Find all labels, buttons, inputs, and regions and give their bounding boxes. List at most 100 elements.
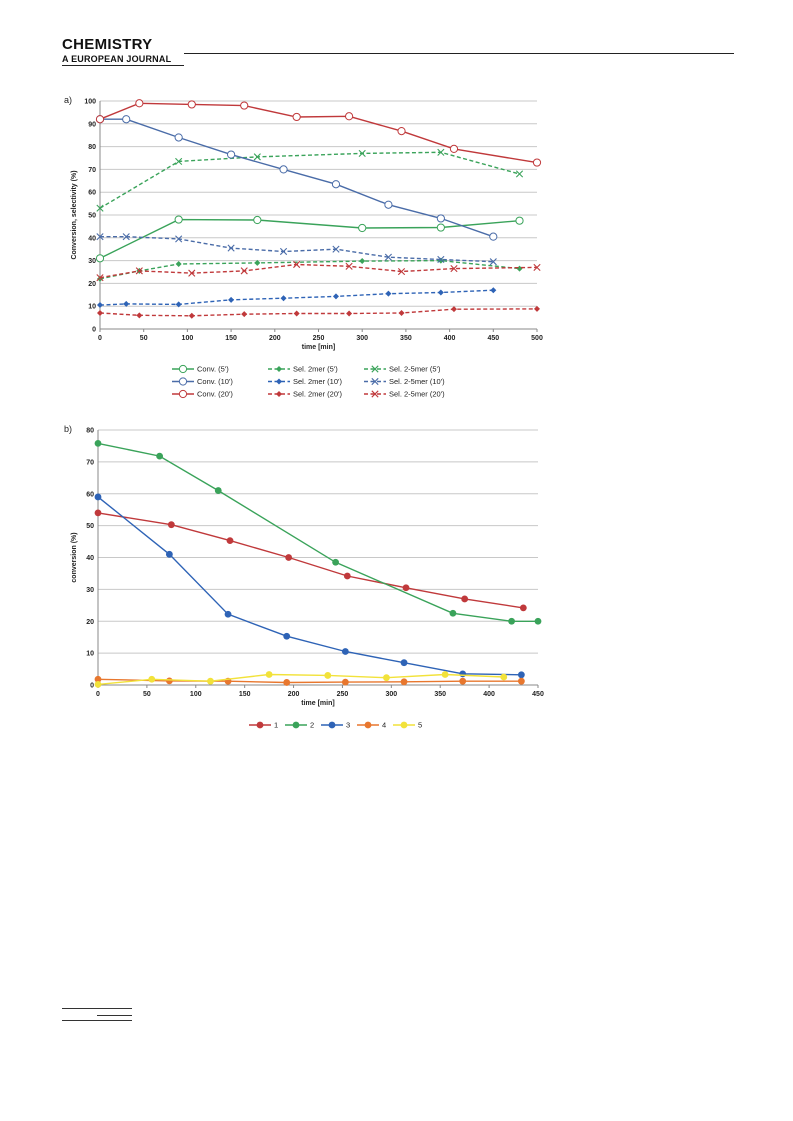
data-point bbox=[459, 677, 467, 685]
legend-label: Sel. 2-5mer (5') bbox=[389, 365, 441, 374]
legend-swatch-marker bbox=[178, 364, 188, 374]
data-point bbox=[398, 310, 405, 317]
x-tick-label: 300 bbox=[356, 335, 368, 342]
header-rule bbox=[184, 53, 734, 54]
data-point bbox=[265, 671, 273, 678]
data-point bbox=[400, 659, 408, 667]
series-line bbox=[97, 512, 524, 609]
data-point bbox=[94, 509, 102, 517]
data-point bbox=[253, 153, 261, 161]
legend-label: 1 bbox=[274, 721, 278, 730]
data-point bbox=[532, 158, 542, 167]
series-conv-5- bbox=[95, 215, 524, 263]
data-point bbox=[332, 245, 340, 253]
series-line bbox=[99, 218, 520, 259]
legend-swatch-marker bbox=[371, 365, 379, 373]
data-point bbox=[437, 289, 444, 296]
legend: Conv. (5') Conv. (10') Conv. (20') Sel. 2me… bbox=[172, 365, 445, 399]
journal-header: CHEMISTRY A EUROPEAN JOURNAL bbox=[62, 36, 734, 70]
data-point bbox=[517, 677, 525, 685]
data-point bbox=[402, 584, 410, 592]
y-tick-label: 10 bbox=[86, 651, 94, 658]
series-line bbox=[97, 678, 522, 684]
journal-subtitle: A EUROPEAN JOURNAL bbox=[62, 54, 172, 64]
data-point bbox=[345, 262, 353, 270]
data-point bbox=[489, 258, 497, 266]
series-line bbox=[99, 151, 520, 209]
x-tick-label: 100 bbox=[182, 335, 194, 342]
y-tick-label: 20 bbox=[86, 619, 94, 626]
x-tick-label: 400 bbox=[444, 335, 456, 342]
legend-swatch-marker bbox=[178, 377, 188, 386]
data-point bbox=[279, 247, 288, 256]
data-point bbox=[94, 439, 102, 447]
data-point bbox=[436, 223, 445, 232]
y-tick-label: 70 bbox=[86, 459, 94, 466]
data-point bbox=[285, 554, 293, 561]
data-point bbox=[519, 604, 527, 612]
legend: 1 2 3 4 5 bbox=[249, 721, 422, 730]
y-tick-label: 40 bbox=[86, 555, 94, 562]
footnote-rules bbox=[62, 1008, 132, 1021]
data-point bbox=[165, 677, 173, 685]
legend-label: 3 bbox=[346, 721, 350, 730]
x-tick-label: 0 bbox=[96, 691, 100, 698]
data-point bbox=[94, 675, 102, 683]
x-tick-label: 0 bbox=[98, 335, 102, 342]
data-point bbox=[292, 112, 301, 122]
data-point bbox=[397, 126, 406, 136]
x-tick-label: 100 bbox=[190, 691, 202, 698]
data-point bbox=[187, 100, 196, 109]
x-tick-label: 500 bbox=[531, 335, 543, 342]
data-point bbox=[136, 312, 143, 319]
series-line bbox=[97, 673, 504, 686]
data-point bbox=[94, 680, 102, 688]
data-point bbox=[96, 204, 104, 212]
data-point bbox=[385, 290, 392, 297]
series-1 bbox=[94, 509, 527, 612]
data-point bbox=[240, 267, 248, 275]
data-point bbox=[148, 675, 156, 683]
data-point bbox=[461, 595, 469, 603]
x-tick-label: 50 bbox=[140, 335, 148, 342]
data-point bbox=[227, 150, 236, 159]
y-tick-label: 10 bbox=[88, 304, 96, 311]
data-point bbox=[224, 610, 232, 618]
data-point bbox=[450, 264, 458, 273]
data-point bbox=[400, 678, 408, 686]
x-tick-label: 350 bbox=[434, 691, 446, 698]
data-point bbox=[517, 671, 525, 679]
y-tick-label: 60 bbox=[86, 491, 94, 498]
data-point bbox=[175, 261, 182, 268]
x-axis-title: time [min] bbox=[302, 344, 335, 351]
series-sel-2mer-10- bbox=[97, 287, 497, 309]
legend-swatch-marker bbox=[400, 721, 408, 729]
x-tick-label: 450 bbox=[487, 335, 499, 342]
x-tick-label: 200 bbox=[288, 691, 300, 698]
series-sel-2-5mer-20- bbox=[96, 260, 541, 282]
data-point bbox=[331, 180, 341, 189]
data-point bbox=[384, 200, 393, 209]
data-point bbox=[254, 259, 261, 266]
y-tick-label: 20 bbox=[88, 281, 96, 288]
data-point bbox=[293, 260, 301, 269]
legend-label: Sel. 2-5mer (20') bbox=[389, 390, 445, 399]
legend-label: Sel. 2mer (20') bbox=[293, 390, 342, 399]
data-point bbox=[341, 678, 349, 686]
data-point bbox=[253, 215, 262, 225]
legend-swatch-marker bbox=[276, 378, 282, 385]
legend-swatch-marker bbox=[178, 389, 188, 399]
data-point bbox=[96, 274, 104, 282]
data-point bbox=[241, 311, 248, 318]
data-point bbox=[207, 677, 214, 685]
data-point bbox=[384, 253, 393, 261]
legend-swatch-marker bbox=[328, 721, 336, 729]
legend-swatch-marker bbox=[276, 391, 282, 397]
data-point bbox=[332, 558, 339, 566]
data-point bbox=[436, 214, 445, 223]
data-point bbox=[226, 537, 234, 545]
data-point bbox=[449, 609, 457, 617]
data-point bbox=[515, 216, 524, 225]
y-tick-label: 0 bbox=[92, 327, 96, 334]
x-tick-label: 400 bbox=[483, 691, 495, 698]
